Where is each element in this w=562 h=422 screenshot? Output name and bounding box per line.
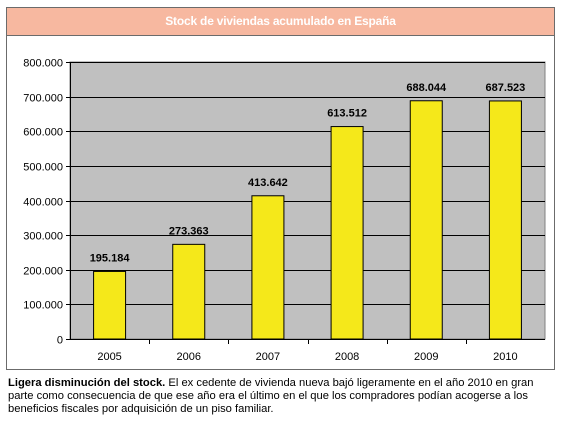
data-label: 273.363 — [169, 225, 209, 237]
x-tick-label: 2010 — [493, 351, 517, 363]
y-tick-label: 500.000 — [23, 162, 63, 174]
y-tick-label: 100.000 — [23, 300, 63, 312]
bar — [172, 243, 206, 340]
x-tick-label: 2006 — [177, 351, 201, 363]
data-label: 413.642 — [248, 177, 288, 189]
chart-title: Stock de viviendas acumulado en España — [7, 8, 554, 36]
bar — [93, 270, 127, 340]
data-label: 613.512 — [327, 108, 367, 120]
caption: Ligera disminución del stock. El ex cede… — [8, 377, 556, 416]
bar — [409, 100, 443, 340]
caption-body: El ex cedente de vivienda nueva bajó lig… — [8, 377, 534, 415]
y-tick-label: 800.000 — [23, 58, 63, 70]
x-tick-label: 2005 — [97, 351, 121, 363]
data-label: 688.044 — [406, 82, 447, 94]
y-tick-label: 600.000 — [23, 127, 63, 139]
bar — [251, 195, 285, 340]
y-tick-label: 400.000 — [23, 197, 63, 209]
x-tick-label: 2007 — [256, 351, 280, 363]
y-tick-label: 700.000 — [23, 93, 63, 105]
y-tick-label: 0 — [57, 335, 63, 347]
caption-lead: Ligera disminución del stock. — [8, 377, 166, 389]
bar-chart: 0 100.000 200.000 300.000 400.000 500.000 600.… — [23, 58, 546, 363]
x-tick-label: 2009 — [414, 351, 438, 363]
data-label: 195.184 — [90, 252, 131, 264]
y-tick-label: 200.000 — [23, 266, 63, 278]
plot-area — [69, 61, 546, 340]
bar — [330, 126, 364, 340]
bar — [488, 100, 522, 340]
data-label: 687.523 — [486, 82, 526, 94]
y-tick-label: 300.000 — [23, 231, 63, 243]
x-tick-label: 2008 — [335, 351, 359, 363]
chart-panel: Stock de viviendas acumulado en España 0… — [6, 7, 555, 370]
